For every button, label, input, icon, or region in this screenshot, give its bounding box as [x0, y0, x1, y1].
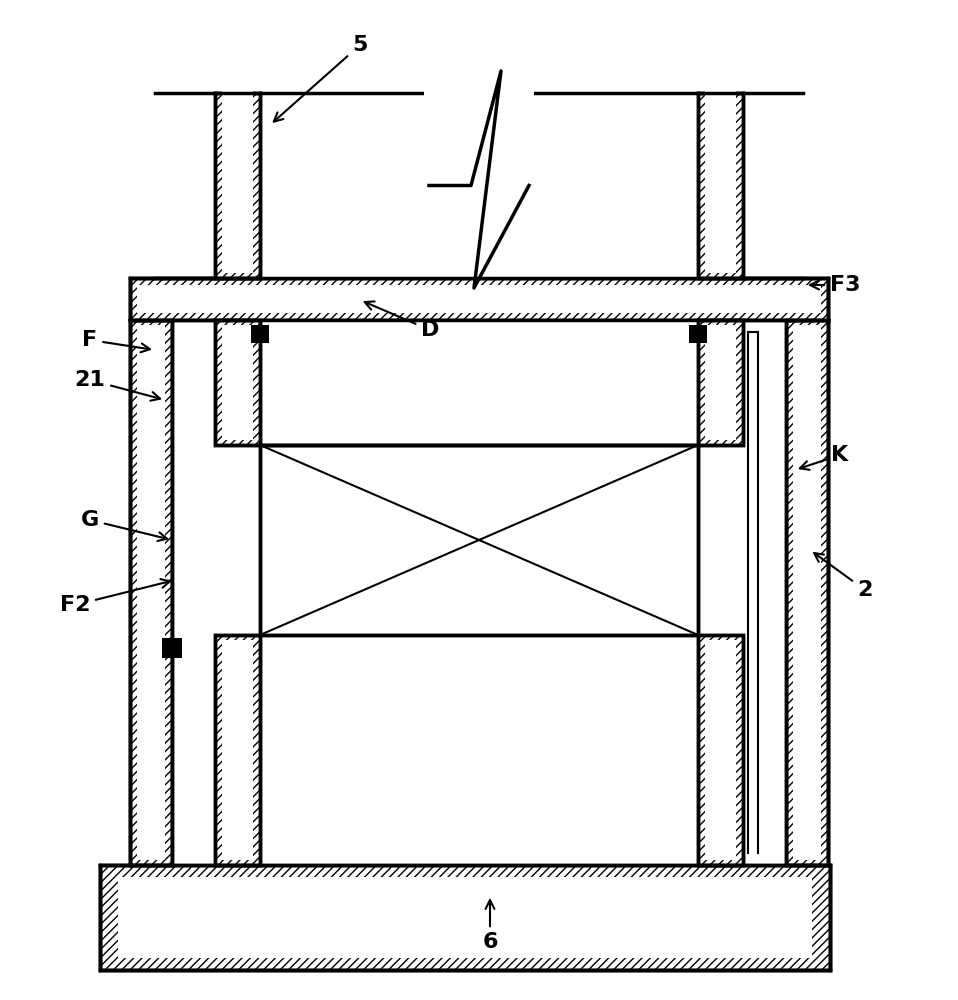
- Bar: [215, 635, 260, 865]
- Text: 5: 5: [274, 35, 368, 122]
- Text: G: G: [80, 510, 167, 541]
- Bar: [786, 320, 828, 865]
- Bar: [424, 91, 534, 280]
- Bar: [222, 640, 253, 860]
- Bar: [698, 93, 743, 278]
- Polygon shape: [215, 320, 260, 445]
- Bar: [172, 320, 786, 865]
- Bar: [222, 88, 253, 273]
- Text: 2: 2: [814, 553, 873, 600]
- Bar: [222, 325, 253, 440]
- Bar: [260, 93, 698, 278]
- Polygon shape: [130, 320, 172, 865]
- Bar: [162, 638, 182, 658]
- Text: F: F: [82, 330, 150, 352]
- Bar: [130, 320, 172, 865]
- Bar: [215, 93, 260, 278]
- Text: K: K: [800, 445, 849, 470]
- Text: F2: F2: [59, 579, 171, 615]
- Polygon shape: [698, 635, 743, 865]
- Polygon shape: [100, 865, 830, 970]
- Polygon shape: [698, 93, 743, 278]
- Bar: [793, 325, 821, 860]
- Text: 21: 21: [75, 370, 160, 401]
- Text: D: D: [365, 301, 439, 340]
- Polygon shape: [215, 93, 260, 278]
- Bar: [705, 325, 736, 440]
- Bar: [698, 635, 743, 865]
- Bar: [130, 278, 828, 320]
- Bar: [698, 320, 743, 445]
- Bar: [705, 640, 736, 860]
- Bar: [260, 445, 698, 635]
- Bar: [705, 88, 736, 273]
- Bar: [251, 325, 269, 343]
- Bar: [137, 285, 821, 313]
- Polygon shape: [698, 320, 743, 445]
- Polygon shape: [786, 320, 828, 865]
- Text: 6: 6: [482, 900, 498, 952]
- Polygon shape: [130, 278, 828, 320]
- Bar: [118, 877, 812, 958]
- Bar: [689, 325, 707, 343]
- Bar: [215, 320, 260, 445]
- Bar: [260, 320, 698, 445]
- Bar: [137, 325, 165, 860]
- Bar: [748, 332, 758, 853]
- Polygon shape: [215, 635, 260, 865]
- Text: F3: F3: [810, 275, 860, 295]
- Bar: [100, 865, 830, 970]
